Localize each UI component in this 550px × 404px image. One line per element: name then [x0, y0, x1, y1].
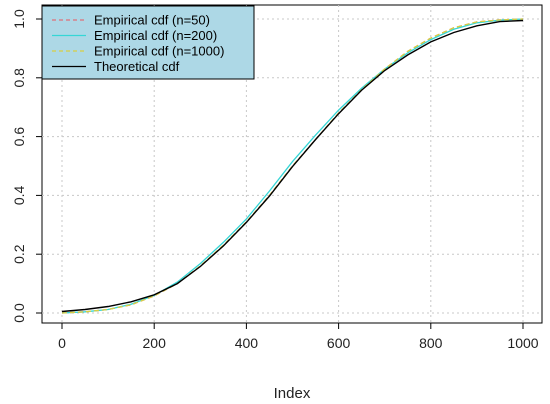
grid-lines	[42, 5, 542, 323]
y-tick-label: 0.4	[11, 185, 27, 205]
legend-label: Empirical cdf (n=1000)	[94, 44, 224, 59]
legend-box	[41, 5, 255, 80]
y-tick-label: 0.2	[11, 244, 27, 264]
series-line-2	[61, 18, 524, 314]
x-axis-title: Index	[274, 385, 311, 402]
x-tick-label: 800	[419, 335, 443, 351]
x-tick-label: 200	[143, 335, 167, 351]
axes: 0 200 400 600 800 1000 0.0 0.2 0.4 0.6 0.8 1.0	[11, 9, 539, 351]
x-tick-label: 1000	[507, 335, 538, 351]
legend-label: Empirical cdf (n=50)	[94, 13, 210, 28]
x-tick-label: 0	[58, 335, 66, 351]
y-tick-label: 0.8	[11, 68, 27, 88]
x-tick-label: 600	[327, 335, 351, 351]
series-line-4	[61, 19, 524, 313]
y-tick-label: 0.0	[11, 303, 27, 323]
x-tick-label: 400	[235, 335, 259, 351]
legend-label: Empirical cdf (n=200)	[94, 28, 217, 43]
series-lines	[61, 18, 524, 314]
plot-area-border	[41, 4, 543, 324]
y-tick-label: 0.6	[11, 127, 27, 147]
series-line-3	[61, 18, 524, 314]
legend: Empirical cdf (n=50)Empirical cdf (n=200…	[41, 5, 255, 80]
y-tick-label: 1.0	[11, 9, 27, 29]
legend-label: Theoretical cdf	[94, 59, 180, 74]
